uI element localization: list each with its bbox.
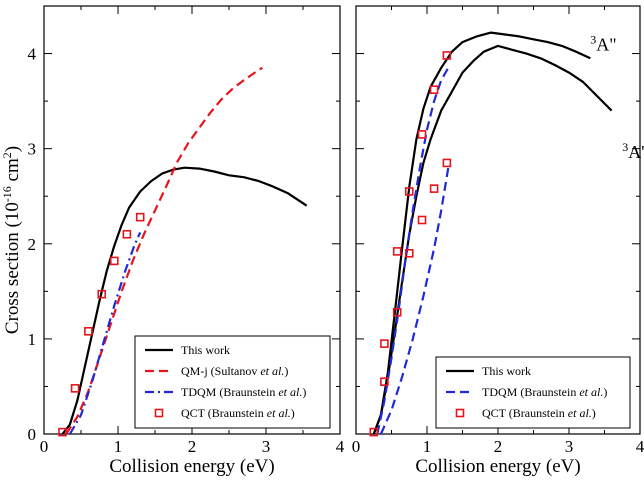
series-line [379,167,450,435]
data-marker [417,215,427,225]
legend-label: This work [482,364,531,378]
legend-label: TDQM (Braunstein et al.) [482,385,607,399]
x-tick-label: 3 [565,437,574,456]
data-marker [369,427,379,437]
x-tick-label: 2 [188,437,197,456]
data-marker [404,248,414,258]
data-marker [110,256,119,266]
series-line [61,166,308,435]
data-marker [70,384,80,393]
series-line [376,67,450,435]
data-marker [84,326,93,336]
data-marker [442,158,452,168]
x-tick-label: 4 [636,437,644,456]
series-line [372,44,613,435]
x-tick-label: 3 [262,437,271,456]
series-line [68,231,142,435]
data-marker [429,85,439,94]
x-tick-label: 1 [423,437,432,456]
data-marker [392,307,402,317]
data-marker [97,289,107,299]
x-axis-title: Collision energy (eV) [109,456,274,477]
x-tick-label: 0 [40,437,49,456]
legend-label: QCT (Braunstein et al.) [181,406,295,420]
curve-annotation: 3A" [590,33,616,55]
x-axis-title: Collision energy (eV) [415,456,580,477]
data-marker [135,212,145,222]
x-tick-label: 4 [336,437,345,456]
curve-annotation: 3A' [622,140,644,162]
panel-right: 0 1 2 3 4 Collision energy (eV) 3A" 3A' This wor… [352,5,644,477]
y-tick-label: 2 [28,235,37,254]
legend-label: QM-j (Sultanov et al.) [181,364,288,378]
legend-marker [154,408,164,418]
legend-label: QCT (Braunstein et al.) [482,406,596,420]
series-line [65,66,263,435]
legend-label: This work [181,343,230,357]
x-tick-label: 2 [494,437,503,456]
y-tick-label: 1 [28,330,37,349]
y-tick-label: 3 [28,140,37,159]
y-tick-label: 0 [28,425,37,444]
series-line [372,31,591,435]
data-marker [380,377,389,386]
data-marker [392,247,402,256]
data-marker [404,187,414,196]
legend-label: TDQM (Braunstein et al.) [181,385,306,399]
legend-marker [455,408,465,418]
y-axis-title: Cross section (10-16 cm2) [0,146,23,334]
y-tick-label: 4 [28,45,37,64]
data-marker [417,130,427,139]
data-marker [58,427,67,437]
data-marker [122,229,132,239]
data-marker [442,51,452,60]
data-marker [429,184,439,193]
x-tick-label: 1 [114,437,123,456]
x-tick-label: 0 [352,437,361,456]
panel-left: 0 1 2 3 4 0 1 2 3 4 Collision energy (eV) This work… [28,5,345,477]
data-marker [380,339,389,348]
legend-box [134,335,331,429]
